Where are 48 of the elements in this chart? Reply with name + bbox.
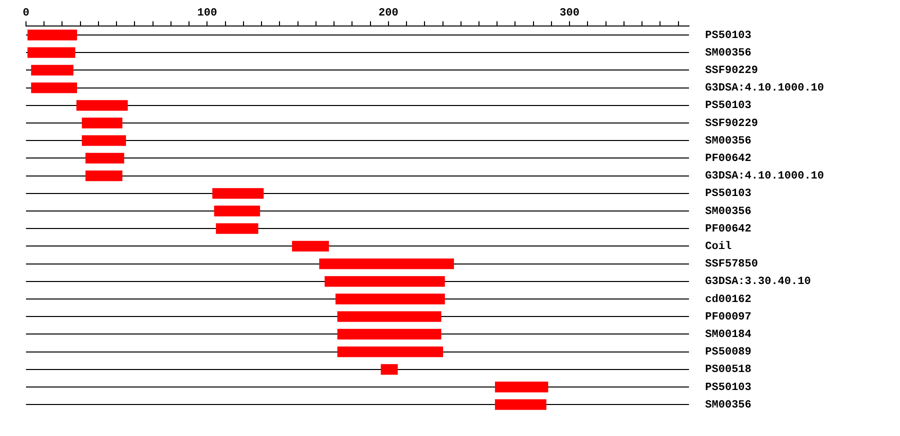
bar (337, 346, 444, 358)
y-tick-label: PS50103 (705, 382, 752, 394)
y-tick-label: SSF90229 (705, 64, 758, 77)
bar (336, 294, 445, 304)
y-tick-label: SM00356 (705, 206, 752, 218)
bar (216, 223, 258, 234)
y-tick-label: cd00162 (705, 294, 752, 306)
x-tick-label: 300 (560, 7, 580, 20)
y-tick-label: PF00642 (705, 223, 752, 236)
y-tick-label: PS00518 (705, 364, 752, 376)
bar (31, 82, 78, 94)
bar (337, 311, 442, 322)
y-tick-label: SM00356 (705, 135, 752, 148)
bar (337, 328, 442, 340)
y-tick-label: Coil (705, 240, 732, 253)
bar (292, 240, 329, 252)
x-tick-label: 0 (22, 7, 30, 20)
bar (76, 100, 128, 111)
bar (85, 152, 124, 164)
bar (380, 364, 398, 375)
y-tick-label: SSF57850 (705, 258, 758, 271)
bar (27, 30, 78, 40)
y-tick-label: G3DSA:3.30.40.10 (705, 276, 811, 288)
y-tick-label: PS50103 (705, 100, 752, 112)
x-tick-label: 200 (378, 7, 398, 20)
y-tick-label: SM00356 (705, 47, 752, 60)
bar (494, 382, 548, 392)
bar (324, 276, 445, 287)
bar (212, 188, 264, 199)
y-tick-label: G3DSA:4.10.1000.10 (705, 82, 824, 95)
bar (82, 118, 122, 128)
y-tick-label: SM00184 (705, 328, 752, 341)
y-tick-label: PF00097 (705, 311, 752, 324)
bar (85, 170, 122, 182)
y-tick-label: PS50089 (705, 346, 752, 359)
y-tick-label: SM00356 (705, 399, 752, 412)
y-tick-label: G3DSA:4.10.1000.10 (705, 170, 824, 183)
bar (214, 206, 260, 216)
bar (27, 47, 76, 58)
y-tick-label: SSF90229 (705, 118, 758, 130)
bar (82, 135, 126, 146)
bar (319, 258, 454, 270)
bar (31, 64, 74, 76)
x-tick-label: 100 (197, 7, 218, 20)
bar (494, 399, 546, 410)
y-tick-label: PS50103 (705, 30, 752, 42)
y-tick-label: PS50103 (705, 188, 752, 200)
y-tick-label: PF00642 (705, 152, 752, 165)
